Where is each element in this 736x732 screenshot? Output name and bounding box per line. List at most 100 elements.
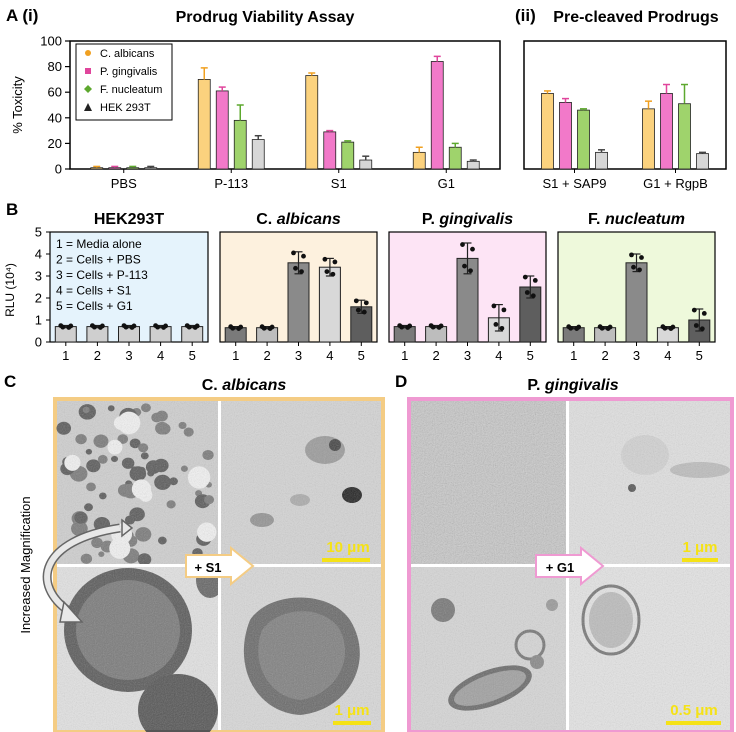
g1-arrow: + G1 (535, 545, 605, 587)
legend-b-item: 5 = Cells + G1 (56, 299, 133, 313)
data-point (662, 325, 668, 331)
data-point (637, 267, 642, 273)
increased-magnification-label: Increased Magnification (18, 496, 33, 633)
x-tick-label: 2 (263, 348, 270, 363)
y-tick-label: 2 (35, 291, 42, 306)
data-point (462, 263, 467, 269)
data-point (631, 264, 636, 270)
bar (656, 327, 679, 343)
data-point (98, 325, 103, 330)
data-point (361, 309, 367, 315)
data-point (92, 324, 97, 330)
x-tick-label: S1 (331, 176, 347, 191)
data-point (353, 298, 359, 304)
chart-a-ii: S1 + SAP9 G1 + RgpB (523, 40, 727, 191)
x-tick-label: 2 (432, 348, 439, 363)
legend-label: P. gingivalis (100, 66, 158, 78)
x-tick-label: 3 (295, 348, 302, 363)
bar (256, 327, 279, 343)
panel-a-ii-label: (ii) (515, 6, 536, 25)
data-point (691, 307, 697, 313)
data-point (330, 271, 336, 277)
bar (197, 79, 211, 170)
x-tick-label: PBS (111, 176, 137, 191)
magnification-arrows (42, 518, 134, 623)
legend-b-item: 3 = Cells + P-113 (56, 268, 148, 282)
data-point (599, 325, 605, 331)
data-point (399, 324, 405, 330)
x-tick-label: 1 (401, 348, 408, 363)
data-point (468, 268, 473, 274)
data-point (699, 326, 705, 332)
data-point (363, 300, 369, 306)
bar (541, 93, 554, 170)
data-point (322, 256, 328, 262)
x-tick-label: 5 (189, 348, 196, 363)
data-point (66, 325, 72, 330)
legend-b-item: 2 = Cells + PBS (56, 253, 141, 267)
legend-b-item: 4 = Cells + S1 (56, 284, 132, 298)
data-point (405, 325, 411, 330)
bar (181, 326, 204, 343)
bar (660, 93, 673, 170)
title-genus: P. (422, 211, 440, 228)
x-tick-label: 2 (601, 348, 608, 363)
bar (412, 151, 426, 170)
data-point (291, 250, 296, 256)
data-point (293, 265, 298, 271)
plot-frame (69, 40, 501, 170)
bar (149, 326, 172, 343)
d-title-genus: P. (527, 377, 545, 394)
panel-c-title: C. albicans (202, 377, 287, 394)
bar (678, 103, 691, 170)
panel-aii-title: Pre-cleaved Prodrugs (553, 9, 719, 26)
y-tick-label: 80 (48, 59, 62, 74)
g1-arrow-label: + G1 (546, 560, 575, 575)
panel-ai-title: Prodrug Viability Assay (176, 9, 355, 26)
data-point (161, 325, 167, 330)
bar (559, 102, 572, 170)
x-tick-label: 1 (232, 348, 239, 363)
y-tick-label: 60 (48, 85, 62, 100)
s1-arrow-label: + S1 (194, 560, 221, 575)
chart-b-panel: F. nucleatum 1 2 3 4 5 (557, 211, 716, 363)
c-title-genus: C. (202, 377, 222, 394)
data-point (499, 325, 505, 331)
data-point (324, 269, 330, 274)
bar (562, 327, 585, 343)
bar (642, 108, 655, 170)
micrograph-d-top-right (569, 401, 730, 564)
y-tick-label: 40 (48, 110, 62, 125)
chart-a-i: 0 20 40 60 80 100 PBS P-113 S1 G1 C. albicans P. gi… (40, 34, 501, 191)
chart-b-panel: C. albicans 1 2 3 4 5 (219, 211, 378, 363)
bar (233, 119, 247, 170)
s1-arrow: + S1 (185, 545, 255, 587)
x-tick-label: 3 (125, 348, 132, 363)
data-point (230, 325, 236, 331)
bar (90, 167, 104, 170)
title-species: nucleatum (605, 211, 685, 228)
bar (126, 167, 140, 170)
data-point (236, 326, 242, 331)
panel-title: P. gingivalis (422, 211, 513, 228)
micrograph-c-bottom-right (221, 567, 381, 730)
x-tick-label: 5 (358, 348, 365, 363)
micrograph-d-top-left (411, 401, 566, 564)
panel-d-title: P. gingivalis (527, 377, 618, 394)
bar (86, 326, 109, 343)
data-point (267, 326, 273, 331)
y-tick-label: 5 (35, 225, 42, 240)
y-tick-label: 0 (55, 162, 62, 177)
panel-title: C. albicans (256, 211, 341, 228)
bar (215, 90, 229, 170)
bar (425, 326, 448, 343)
scale-label-d-bottom: 0.5 μm (670, 702, 718, 719)
data-point (355, 307, 361, 313)
bar (54, 326, 77, 343)
panel-title: F. nucleatum (588, 211, 685, 228)
x-tick-label: S1 + SAP9 (543, 176, 607, 191)
panel-b-label: B (6, 200, 18, 219)
y-tick-label: 100 (40, 34, 62, 49)
